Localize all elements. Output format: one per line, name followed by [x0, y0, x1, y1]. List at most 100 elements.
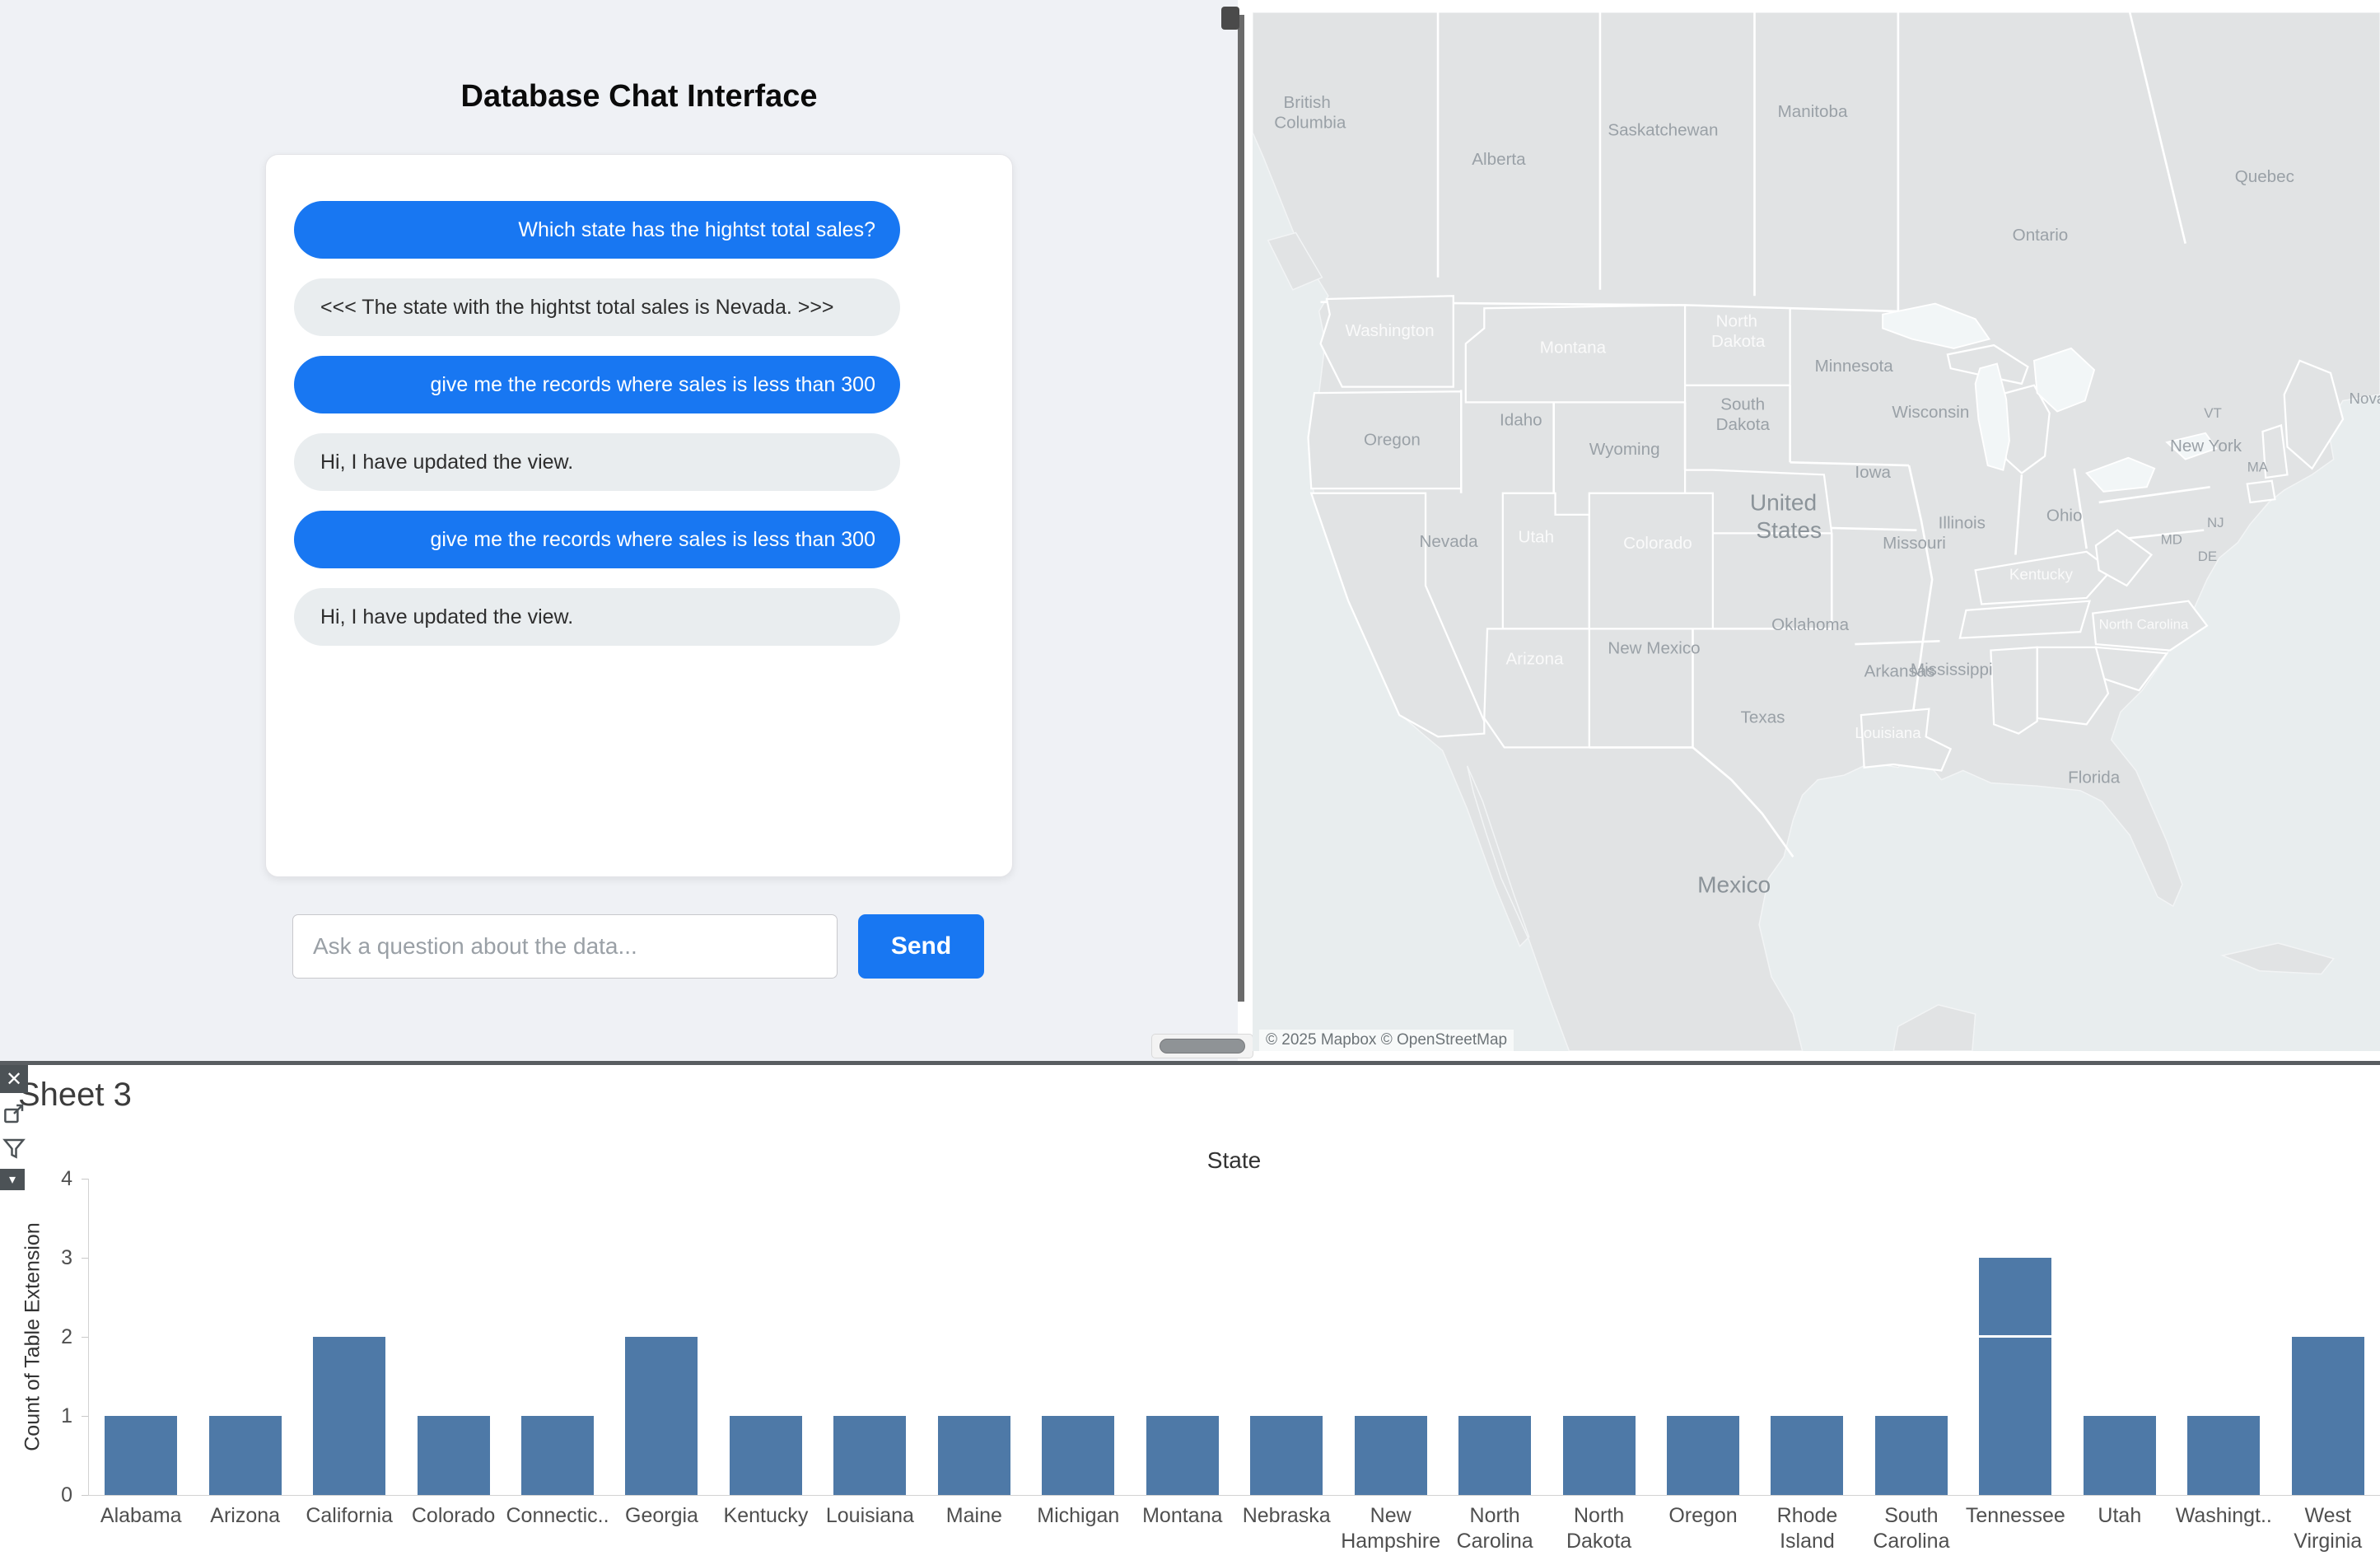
- map-label: Washington: [1346, 321, 1435, 340]
- cuba-island: [2220, 942, 2336, 975]
- state-alabama[interactable]: [1990, 646, 2038, 735]
- bar-west-virginia[interactable]: [2291, 1337, 2364, 1495]
- map-label: Montana: [1540, 338, 1607, 357]
- bar-cell: [1963, 1179, 2067, 1495]
- map-label: MD: [2161, 531, 2182, 547]
- bar-cell: [609, 1179, 713, 1495]
- map-label: Mississippi: [1911, 661, 1993, 680]
- sheet-toolbar: ✕ ▾: [0, 1065, 28, 1190]
- bar-cell: [818, 1179, 922, 1495]
- splitter-handle[interactable]: [1221, 7, 1239, 30]
- bar-alabama[interactable]: [105, 1416, 178, 1495]
- filter-icon[interactable]: [0, 1134, 28, 1162]
- map-label: Manitoba: [1778, 102, 1848, 121]
- bar-chart: [89, 1179, 2380, 1495]
- y-tick-mark: [82, 1258, 88, 1259]
- x-axis-label: Louisiana: [825, 1504, 914, 1527]
- bar-georgia[interactable]: [625, 1337, 698, 1495]
- bar-tennessee[interactable]: [1979, 1258, 2052, 1495]
- x-axis-label: Maine: [945, 1504, 1002, 1527]
- window-divider[interactable]: [0, 1061, 2380, 1065]
- sheet-panel: ✕ ▾ Sheet 3 State Count of Table Extensi…: [0, 1065, 2380, 1565]
- bar-utah[interactable]: [2083, 1416, 2156, 1495]
- bar-california[interactable]: [313, 1337, 386, 1495]
- state-arizona[interactable]: [1483, 628, 1590, 749]
- map-label: Dakota: [1716, 415, 1771, 434]
- map-label: DE: [2198, 549, 2217, 564]
- state-north-carolina[interactable]: [2091, 600, 2209, 652]
- bar-arizona[interactable]: [208, 1416, 282, 1495]
- x-axis-label: New Hampshire: [1341, 1504, 1441, 1553]
- map-label: Florida: [2068, 768, 2121, 787]
- y-tick-label: 2: [61, 1325, 72, 1348]
- export-icon[interactable]: [0, 1100, 28, 1128]
- state-louisiana[interactable]: [1860, 708, 1953, 772]
- state-oregon[interactable]: [1307, 390, 1463, 490]
- state-kentucky[interactable]: [1974, 550, 2113, 605]
- bar-cell: [1443, 1179, 1547, 1495]
- bar-washingt-[interactable]: [2187, 1416, 2261, 1495]
- close-icon[interactable]: ✕: [0, 1065, 28, 1093]
- bar-cell: [89, 1179, 193, 1495]
- x-axis-label: California: [306, 1504, 393, 1527]
- x-axis-label: Colorado: [411, 1504, 496, 1527]
- map-label: Louisiana: [1855, 724, 1921, 741]
- map-panel: British Columbia Alberta Saskatchewan Manito…: [1253, 12, 2380, 1051]
- state-tennessee[interactable]: [1958, 600, 2091, 639]
- map-label: Alberta: [1472, 150, 1526, 169]
- bar-kentucky[interactable]: [729, 1416, 802, 1495]
- map-label: Wisconsin: [1892, 403, 1969, 422]
- great-lakes: [1882, 302, 2218, 493]
- horizontal-scrollbar-thumb[interactable]: [1160, 1039, 1245, 1053]
- state-colorado[interactable]: [1588, 492, 1714, 630]
- bar-segment-divider: [1979, 1335, 2052, 1338]
- map-label: Ohio: [2046, 506, 2083, 525]
- x-axis-label: South Carolina: [1873, 1504, 1950, 1553]
- bar-south-carolina[interactable]: [1874, 1416, 1948, 1495]
- bar-cell: [297, 1179, 401, 1495]
- bar-new-hampshire[interactable]: [1354, 1416, 1427, 1495]
- yucatan-peninsula: [1892, 1004, 1976, 1051]
- state-connecticut[interactable]: [2246, 479, 2276, 504]
- send-button[interactable]: Send: [858, 914, 984, 979]
- state-michigan[interactable]: [1946, 343, 2029, 385]
- x-axis-label: Utah: [2098, 1504, 2142, 1527]
- map-label: Minnesota: [1815, 357, 1894, 376]
- map-label: Oregon: [1364, 431, 1421, 450]
- bar-oregon[interactable]: [1667, 1416, 1740, 1495]
- bar-cell: [1547, 1179, 1650, 1495]
- state-maine[interactable]: [2283, 359, 2345, 470]
- panel-splitter[interactable]: [1238, 15, 1244, 1002]
- bar-montana[interactable]: [1146, 1416, 1219, 1495]
- state-west-virginia[interactable]: [2094, 529, 2154, 587]
- bar-colorado[interactable]: [417, 1416, 490, 1495]
- map-label: Texas: [1741, 708, 1785, 727]
- x-axis-label: West Virginia: [2294, 1504, 2363, 1553]
- bar-louisiana[interactable]: [833, 1416, 907, 1495]
- bar-north-carolina[interactable]: [1458, 1416, 1532, 1495]
- map-label: States: [1756, 517, 1822, 543]
- bar-nebraska[interactable]: [1250, 1416, 1323, 1495]
- chat-message-list: Which state has the hightst total sales?…: [265, 154, 1013, 877]
- state-washington[interactable]: [1319, 295, 1454, 388]
- map-label: Nevada: [1420, 532, 1479, 551]
- bar-michigan[interactable]: [1042, 1416, 1115, 1495]
- chat-title: Database Chat Interface: [460, 79, 818, 114]
- map-label: MA: [2247, 460, 2269, 475]
- map-label: New York: [2170, 437, 2242, 455]
- chat-question-input[interactable]: [292, 914, 838, 979]
- caret-icon[interactable]: ▾: [0, 1169, 25, 1190]
- bar-rhode-island[interactable]: [1771, 1416, 1844, 1495]
- state-california[interactable]: [1309, 492, 1486, 738]
- bar-maine[interactable]: [937, 1416, 1010, 1495]
- bar-cell: [1755, 1179, 1859, 1495]
- state-new-hampshire[interactable]: [2261, 423, 2289, 479]
- bar-connectic-[interactable]: [521, 1416, 595, 1495]
- state-north-dakota[interactable]: [1683, 304, 1791, 386]
- bar-north-dakota[interactable]: [1562, 1416, 1636, 1495]
- map-label: Mexico: [1697, 871, 1771, 897]
- x-axis-label: Tennessee: [1965, 1504, 2065, 1527]
- bar-cell: [922, 1179, 1026, 1495]
